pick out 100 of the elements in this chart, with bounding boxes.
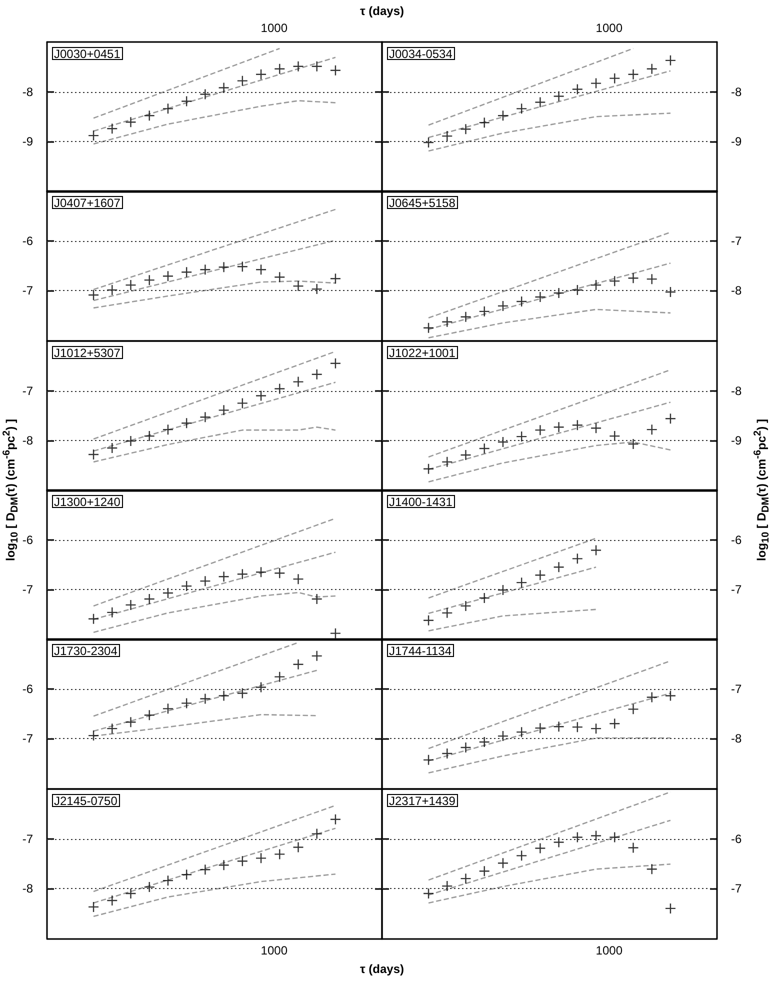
text: 1000	[260, 21, 288, 35]
point	[126, 717, 136, 728]
point	[126, 436, 136, 446]
point	[591, 545, 602, 556]
point	[460, 600, 471, 611]
y2-tick-label: -7	[731, 234, 742, 248]
y-tick-label: -7	[22, 284, 34, 298]
y-tick-label: -8	[22, 433, 34, 448]
x2-axis-title: τ (days)	[360, 4, 404, 18]
point	[162, 704, 173, 714]
point	[293, 61, 304, 72]
point	[554, 91, 564, 102]
point	[554, 422, 564, 432]
y-tick-label: -9	[22, 134, 34, 149]
point	[554, 722, 564, 732]
point	[498, 858, 508, 868]
point	[554, 288, 564, 298]
point	[628, 438, 638, 449]
x-axis-title: τ (days)	[360, 962, 404, 976]
point	[293, 660, 304, 670]
point	[572, 554, 582, 564]
point	[535, 424, 546, 435]
point	[218, 690, 229, 701]
point	[182, 698, 192, 708]
chart-title: J1012+5307	[54, 346, 121, 360]
point	[535, 842, 546, 853]
point	[200, 89, 210, 100]
y2-tick-label: -8	[731, 284, 742, 298]
point	[256, 682, 266, 692]
point	[126, 600, 136, 610]
point	[293, 842, 304, 852]
point	[535, 570, 546, 580]
point	[274, 383, 285, 394]
point	[460, 742, 471, 753]
point	[237, 856, 248, 866]
y2-tick-label: -6	[731, 831, 742, 846]
chart-title: J1022+1001	[389, 346, 456, 360]
point	[460, 450, 471, 460]
point	[256, 852, 266, 863]
y-tick-label: -7	[22, 582, 34, 596]
chart-title: J1730-2304	[54, 644, 118, 658]
point	[256, 69, 266, 80]
y2-tick-label: -8	[731, 84, 742, 99]
text: 1000	[596, 21, 623, 35]
y-tick-label: -7	[22, 732, 34, 746]
point	[126, 280, 136, 290]
point	[554, 562, 564, 572]
point	[218, 860, 229, 870]
line-series	[428, 112, 672, 152]
line-series	[92, 592, 336, 633]
chart-title: J0407+1607	[54, 196, 121, 210]
chart-title: J1300+1240	[54, 494, 121, 509]
chart-title: J2317+1439	[389, 794, 456, 808]
point	[144, 110, 154, 121]
point	[628, 842, 638, 852]
point	[200, 576, 210, 586]
y-tick-label: -6	[22, 234, 34, 248]
point	[591, 78, 602, 88]
point	[628, 69, 638, 80]
chart-title: J0645+5158	[389, 196, 456, 210]
chart-title: J1400-1431	[389, 494, 453, 509]
y-tick-label: -7	[22, 383, 34, 398]
point	[628, 273, 638, 284]
point	[554, 836, 564, 847]
line-series	[428, 863, 672, 904]
line-series	[92, 426, 336, 462]
point	[237, 398, 248, 408]
point	[535, 292, 546, 302]
line-series	[92, 872, 336, 917]
point	[646, 692, 657, 702]
point	[516, 850, 527, 860]
y-tick-label: -8	[22, 881, 34, 896]
line-series	[92, 100, 336, 145]
y-tick-label: -6	[22, 532, 34, 547]
point	[535, 97, 546, 108]
y2-tick-label: -7	[731, 582, 742, 596]
point	[293, 281, 304, 292]
point	[665, 690, 676, 701]
point	[218, 571, 229, 582]
point	[293, 574, 304, 584]
chart-title: J0034-0534	[389, 47, 453, 61]
point	[200, 264, 210, 275]
y-tick-label: -8	[22, 84, 34, 99]
point	[218, 82, 229, 93]
point	[237, 688, 248, 698]
point	[200, 864, 210, 874]
y2-tick-label: -7	[731, 881, 742, 896]
point	[218, 404, 229, 415]
point	[330, 628, 340, 638]
y2-tick-label: -7	[731, 682, 742, 696]
y2-tick-label: -8	[731, 383, 742, 398]
chart-title: J1744-1134	[389, 644, 452, 658]
point	[516, 104, 527, 114]
point	[200, 694, 210, 704]
y2-tick-label: -9	[731, 134, 742, 149]
point	[460, 124, 471, 134]
point	[628, 704, 638, 714]
point	[126, 888, 136, 898]
chart-title: J2145-0750	[54, 794, 118, 808]
point	[312, 828, 322, 838]
